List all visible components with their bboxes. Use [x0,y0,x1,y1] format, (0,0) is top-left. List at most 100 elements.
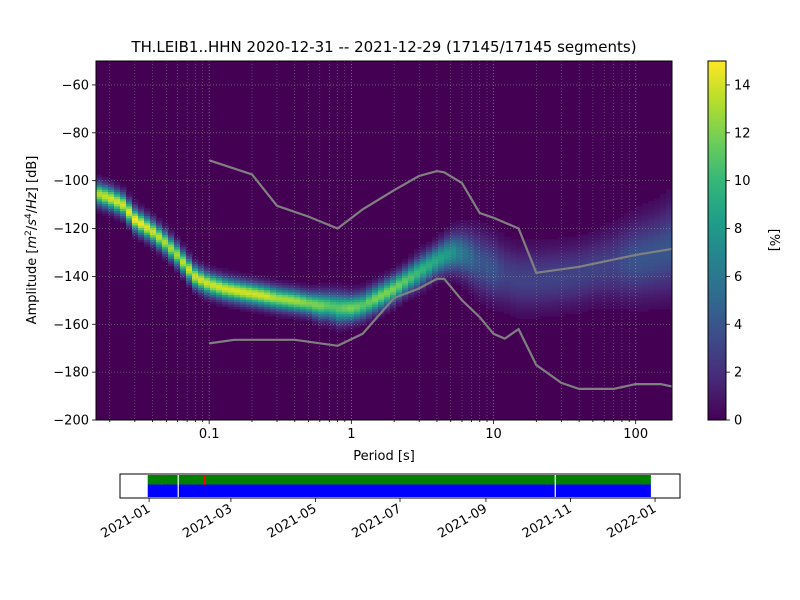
density-cell [636,227,643,231]
density-cell [300,313,307,317]
density-cell [474,248,481,252]
density-cell [270,294,277,298]
density-cell [558,241,565,245]
density-cell [630,289,637,293]
density-cell [480,289,487,293]
density-cell [546,291,553,295]
density-cell [462,222,469,226]
density-cell [660,212,667,216]
density-cell [318,287,325,291]
density-cell [480,253,487,257]
density-cell [636,260,643,264]
density-cell [114,217,121,221]
density-cell [612,251,619,255]
density-cell [342,294,349,298]
density-cell [420,248,427,252]
density-cell [510,248,517,252]
density-cell [348,301,355,305]
density-cell [222,282,229,286]
density-cell [222,296,229,300]
density-cell [348,311,355,315]
density-cell [144,212,151,216]
density-cell [648,268,655,272]
density-cell [228,306,235,310]
density-cell [258,306,265,310]
density-cell [306,308,313,312]
density-cell [492,236,499,240]
density-cell [132,210,139,214]
density-cell [126,193,133,197]
density-cell [492,258,499,262]
density-cell [354,303,361,307]
density-cell [516,279,523,283]
chart-title: TH.LEIB1..HHN 2020-12-31 -- 2021-12-29 (… [130,38,636,56]
density-cell [408,279,415,283]
density-cell [654,229,661,233]
density-cell [516,311,523,315]
density-cell [366,299,373,303]
density-cell [288,282,295,286]
density-cell [648,205,655,209]
density-cell [132,217,139,221]
density-cell [564,284,571,288]
density-cell [318,299,325,303]
density-cell [462,246,469,250]
density-cell [174,244,181,248]
density-cell [276,315,283,319]
density-cell [426,244,433,248]
density-cell [534,287,541,291]
density-cell [378,313,385,317]
density-cell [342,306,349,310]
density-cell [522,287,529,291]
density-cell [648,265,655,269]
density-cell [546,313,553,317]
density-cell [546,244,553,248]
density-cell [492,282,499,286]
density-cell [576,289,583,293]
density-cell [318,311,325,315]
density-cell [588,253,595,257]
density-cell [198,287,205,291]
density-cell [666,256,672,260]
density-cell [630,277,637,281]
density-cell [180,248,187,252]
density-cell [510,313,517,317]
density-cell [462,270,469,274]
density-cell [522,313,529,317]
density-cell [522,253,529,257]
density-cell [522,284,529,288]
density-cell [420,246,427,250]
density-cell [444,256,451,260]
density-cell [96,196,103,200]
density-cell [336,282,343,286]
density-cell [438,248,445,252]
density-cell [450,232,457,236]
density-cell [246,287,253,291]
density-cell [534,282,541,286]
density-cell [216,279,223,283]
density-cell [132,220,139,224]
density-cell [288,311,295,315]
density-cell [390,284,397,288]
density-cell [534,294,541,298]
density-cell [642,279,649,283]
density-cell [600,279,607,283]
density-cell [546,306,553,310]
density-cell [240,294,247,298]
density-cell [294,311,301,315]
density-cell [522,291,529,295]
density-cell [612,287,619,291]
density-cell [426,241,433,245]
density-cell [606,251,613,255]
density-cell [372,287,379,291]
density-cell [186,270,193,274]
density-cell [408,291,415,295]
density-cell [444,234,451,238]
density-cell [474,268,481,272]
density-cell [582,246,589,250]
density-cell [216,272,223,276]
density-cell [534,299,541,303]
density-cell [558,239,565,243]
density-cell [174,251,181,255]
density-cell [288,306,295,310]
